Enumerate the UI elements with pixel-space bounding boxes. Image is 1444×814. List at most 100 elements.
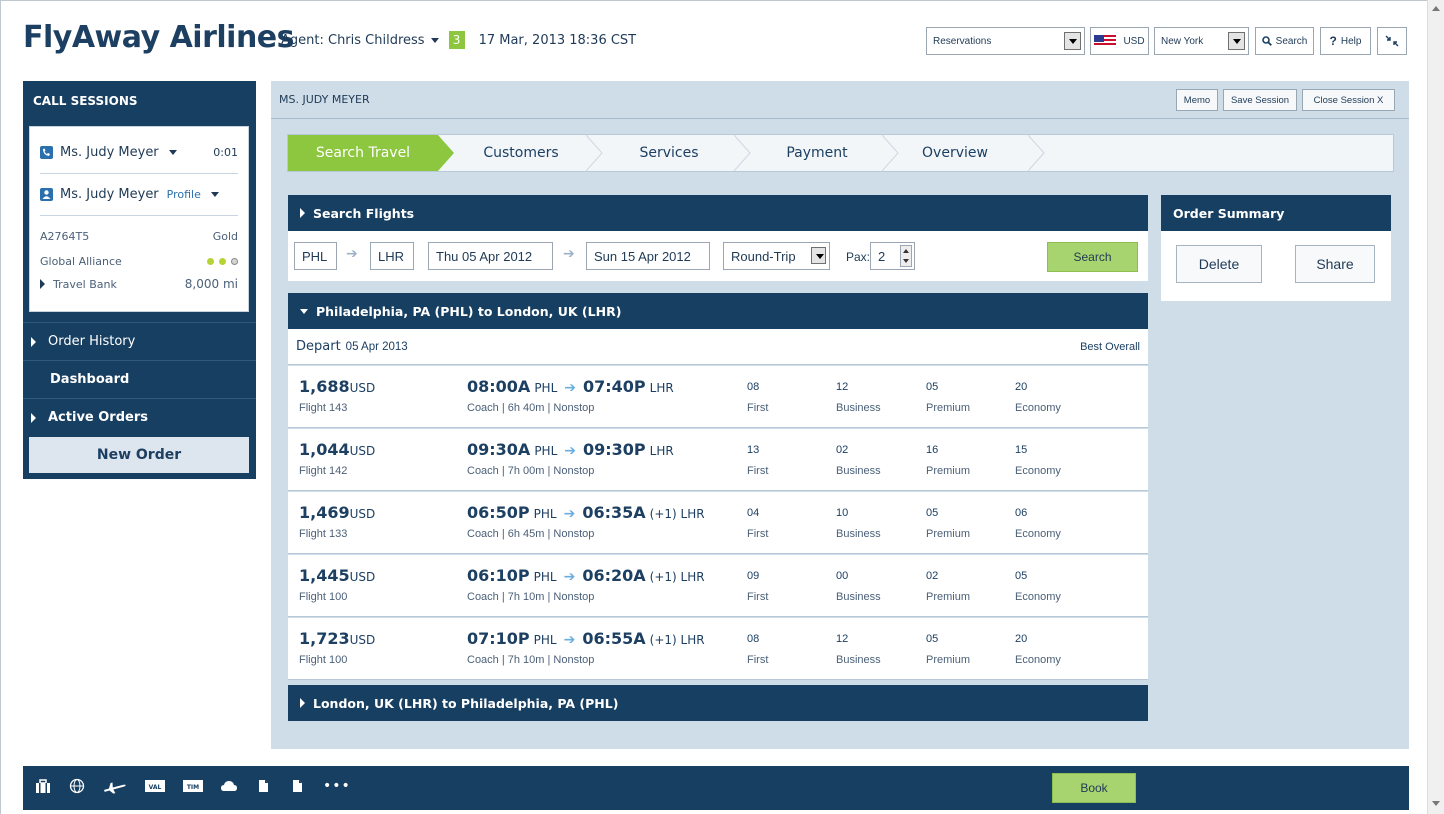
collapse-button[interactable] <box>1377 27 1407 55</box>
scroll-down-icon[interactable] <box>1432 801 1440 806</box>
agent-name: Agent: Chris Childress <box>281 32 425 48</box>
chevron-down-icon[interactable] <box>430 37 439 43</box>
share-button[interactable]: Share <box>1295 245 1375 283</box>
close-session-button[interactable]: Close Session X <box>1302 89 1395 111</box>
departure-time: 09:30A <box>467 440 531 459</box>
search-flights-header[interactable]: Search Flights <box>288 195 1148 231</box>
destination-input[interactable]: LHR <box>370 242 414 270</box>
seats-economy[interactable]: 15 <box>1015 444 1028 456</box>
travel-bank-row[interactable]: Travel Bank 8,000 mi <box>40 277 238 291</box>
cloud-icon[interactable] <box>221 778 237 794</box>
seats-first[interactable]: 09 <box>747 570 760 582</box>
seats-business[interactable]: 12 <box>836 633 849 645</box>
search-flights-title: Search Flights <box>313 205 415 221</box>
session-title: MS. JUDY MEYER <box>279 93 370 106</box>
seats-premium[interactable]: 05 <box>926 507 939 519</box>
seats-premium[interactable]: 05 <box>926 381 939 393</box>
agent-info[interactable]: Agent: Chris Childress 3 17 Mar, 2013 18… <box>281 31 636 49</box>
scroll-up-icon[interactable] <box>1432 6 1440 11</box>
order-summary-header: Order Summary <box>1161 195 1391 231</box>
globe-icon[interactable] <box>69 778 85 794</box>
stepper-arrows-icon[interactable] <box>900 245 912 267</box>
plane-icon[interactable] <box>103 778 127 794</box>
location-select[interactable]: New York <box>1154 27 1249 55</box>
save-session-button[interactable]: Save Session <box>1223 89 1297 111</box>
seats-economy[interactable]: 06 <box>1015 507 1028 519</box>
sort-label[interactable]: Best Overall <box>1080 340 1140 353</box>
document-icon[interactable] <box>255 778 271 794</box>
chevron-down-icon[interactable] <box>168 150 177 155</box>
flight-row[interactable]: 1,688USD Flight 143 08:00A PHL ➔ 07:40P LHR Coa… <box>288 366 1148 428</box>
seats-business[interactable]: 02 <box>836 444 849 456</box>
seat-class-label: Economy <box>1015 591 1061 603</box>
currency-button[interactable]: USD <box>1090 27 1149 55</box>
seats-first[interactable]: 08 <box>747 633 760 645</box>
seats-business[interactable]: 12 <box>836 381 849 393</box>
search-flights-button[interactable]: Search <box>1047 242 1138 272</box>
return-date-input[interactable]: Sun 15 Apr 2012 <box>586 242 710 270</box>
seat-class-label: Economy <box>1015 402 1061 414</box>
nav-order-history[interactable]: Order History <box>23 322 256 360</box>
status-dot <box>219 258 226 265</box>
seats-business[interactable]: 10 <box>836 507 849 519</box>
origin-input[interactable]: PHL <box>294 242 337 270</box>
seats-premium[interactable]: 16 <box>926 444 939 456</box>
seats-economy[interactable]: 05 <box>1015 570 1028 582</box>
caller-row[interactable]: Ms. Judy Meyer 0:01 <box>40 145 238 160</box>
more-icon[interactable]: ••• <box>323 778 351 794</box>
book-button[interactable]: Book <box>1052 773 1136 803</box>
call-sessions-title: CALL SESSIONS <box>33 94 138 108</box>
step-customers[interactable]: Customers <box>483 145 559 161</box>
flight-details: Coach | 6h 45m | Nonstop <box>467 528 595 540</box>
step-search-travel[interactable]: Search Travel <box>288 135 438 171</box>
new-order-button[interactable]: New Order <box>29 437 249 473</box>
nav-active-orders[interactable]: Active Orders <box>23 398 256 436</box>
flight-row[interactable]: 1,445USD Flight 100 06:10P PHL ➔ 06:20A (+1) L… <box>288 555 1148 617</box>
seat-class-label: Business <box>836 402 881 414</box>
chevron-down-icon[interactable] <box>1228 32 1245 50</box>
seats-premium[interactable]: 02 <box>926 570 939 582</box>
chevron-right-icon <box>300 208 305 218</box>
seats-first[interactable]: 13 <box>747 444 760 456</box>
chevron-down-icon[interactable] <box>811 247 826 264</box>
flight-row[interactable]: 1,044USD Flight 142 09:30A PHL ➔ 09:30P LHR Coa… <box>288 429 1148 491</box>
flight-row[interactable]: 1,723USD Flight 100 07:10P PHL ➔ 06:55A (+1) L… <box>288 618 1148 680</box>
step-payment[interactable]: Payment <box>786 145 848 161</box>
val-icon[interactable]: VAL <box>145 778 165 794</box>
price-currency: USD <box>349 633 376 647</box>
help-button[interactable]: ? Help <box>1320 27 1371 55</box>
seats-first[interactable]: 04 <box>747 507 760 519</box>
tim-icon[interactable]: TIM <box>183 778 203 794</box>
memo-button[interactable]: Memo <box>1176 89 1218 111</box>
chevron-down-icon[interactable] <box>1064 32 1081 50</box>
briefcase-icon[interactable] <box>35 778 51 794</box>
trip-type-select[interactable]: Round-Trip <box>723 242 830 270</box>
status-dot <box>231 258 238 265</box>
seat-class-label: Premium <box>926 591 971 603</box>
mode-select[interactable]: Reservations <box>926 27 1085 55</box>
nav-dashboard[interactable]: Dashboard <box>23 360 256 398</box>
document-icon[interactable] <box>289 778 305 794</box>
pax-stepper[interactable]: 2 <box>870 242 915 270</box>
flight-row[interactable]: 1,469USD Flight 133 06:50P PHL ➔ 06:35A (+1) L… <box>288 492 1148 554</box>
depart-date-input[interactable]: Thu 05 Apr 2012 <box>428 242 553 270</box>
seats-economy[interactable]: 20 <box>1015 633 1028 645</box>
outbound-title: Philadelphia, PA (PHL) to London, UK (LH… <box>316 303 622 319</box>
profile-link[interactable]: Profile <box>166 188 201 201</box>
vertical-scrollbar[interactable] <box>1427 0 1444 814</box>
chevron-down-icon[interactable] <box>210 192 219 197</box>
val-icon-label: VAL <box>149 784 162 791</box>
seats-economy[interactable]: 20 <box>1015 381 1028 393</box>
step-services[interactable]: Services <box>639 145 699 161</box>
seats-premium[interactable]: 05 <box>926 633 939 645</box>
seats-business[interactable]: 00 <box>836 570 849 582</box>
outbound-header[interactable]: Philadelphia, PA (PHL) to London, UK (LH… <box>288 293 1148 329</box>
delete-button[interactable]: Delete <box>1176 245 1262 283</box>
inbound-header[interactable]: London, UK (LHR) to Philadelphia, PA (PH… <box>288 685 1148 721</box>
search-button[interactable]: Search <box>1255 27 1314 55</box>
order-summary-title: Order Summary <box>1173 205 1285 221</box>
price-value: 1,723 <box>299 629 350 648</box>
seats-first[interactable]: 08 <box>747 381 760 393</box>
price-value: 1,688 <box>299 377 350 396</box>
step-overview[interactable]: Overview <box>922 145 988 161</box>
